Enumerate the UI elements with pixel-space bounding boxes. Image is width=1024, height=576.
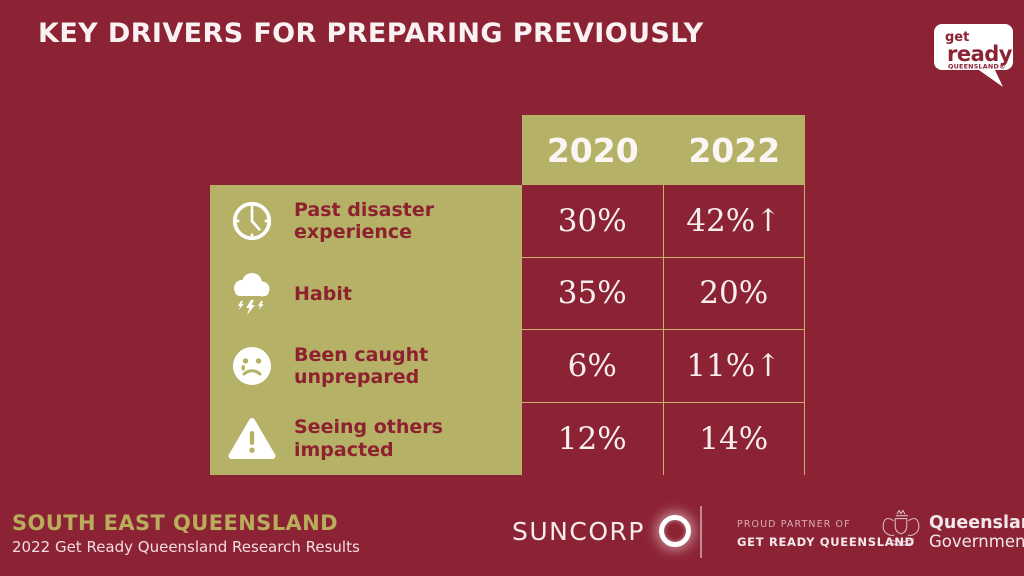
footer-divider bbox=[700, 506, 702, 558]
column-header-2022: 2022 bbox=[688, 130, 781, 170]
partner-line2: GET READY QUEENSLAND bbox=[737, 535, 915, 549]
warning-triangle-icon bbox=[210, 416, 294, 462]
suncorp-ring-icon bbox=[658, 515, 691, 547]
clock-icon bbox=[210, 198, 294, 244]
table-header: 2020 2022 bbox=[522, 115, 805, 185]
government-text: Queensland Government bbox=[929, 512, 1024, 552]
sad-face-icon bbox=[210, 343, 294, 389]
value-cell: 6% bbox=[522, 330, 664, 403]
suncorp-logo: SUNCORP bbox=[512, 515, 691, 547]
value-cell: 12% bbox=[522, 402, 664, 475]
table-row: Been caught unprepared bbox=[210, 330, 522, 403]
region-title: SOUTH EAST QUEENSLAND bbox=[12, 511, 338, 535]
research-subtitle: 2022 Get Ready Queensland Research Resul… bbox=[12, 538, 360, 556]
value-cell: 42%↑ bbox=[663, 185, 805, 258]
row-label: Past disaster experience bbox=[294, 198, 435, 244]
storm-cloud-icon bbox=[210, 271, 294, 317]
partner-line1: PROUD PARTNER OF bbox=[737, 519, 851, 530]
value-cell: 20% bbox=[663, 257, 805, 330]
column-header-2020: 2020 bbox=[546, 130, 639, 170]
driver-label-panel: Past disaster experience Habit bbox=[210, 185, 522, 475]
value-cell: 35% bbox=[522, 257, 664, 330]
gov-line2: Government bbox=[929, 532, 1024, 552]
table-row: Seeing others impacted bbox=[210, 403, 522, 476]
speech-bubble-tail-icon bbox=[976, 68, 1003, 87]
row-label: Habit bbox=[294, 282, 352, 305]
row-label: Been caught unprepared bbox=[294, 343, 429, 389]
logo-text-get: get bbox=[945, 30, 969, 45]
value-cell: 11%↑ bbox=[663, 330, 805, 403]
partner-text: PROUD PARTNER OF GET READY QUEENSLAND bbox=[737, 519, 915, 549]
value-cell: 30% bbox=[522, 185, 664, 258]
values-grid: 30% 42%↑ 35% 20% 6% 11%↑ 12% 14% bbox=[522, 185, 805, 475]
suncorp-wordmark: SUNCORP bbox=[512, 516, 645, 546]
logo-text-ready: ready bbox=[947, 42, 1013, 66]
slide-title: KEY DRIVERS FOR PREPARING PREVIOUSLY bbox=[38, 18, 704, 49]
logo-text-queensland: QUEENSLAND® bbox=[948, 63, 1006, 71]
table-row: Past disaster experience bbox=[210, 185, 522, 258]
value-cell: 14% bbox=[664, 402, 805, 475]
row-label: Seeing others impacted bbox=[294, 416, 443, 461]
get-ready-queensland-logo: get ready QUEENSLAND® bbox=[934, 24, 1013, 87]
coat-of-arms-icon bbox=[882, 509, 920, 546]
table-row: Habit bbox=[210, 258, 522, 331]
queensland-government-logo: Queensland Government bbox=[878, 506, 1024, 558]
gov-line1: Queensland bbox=[929, 512, 1024, 533]
